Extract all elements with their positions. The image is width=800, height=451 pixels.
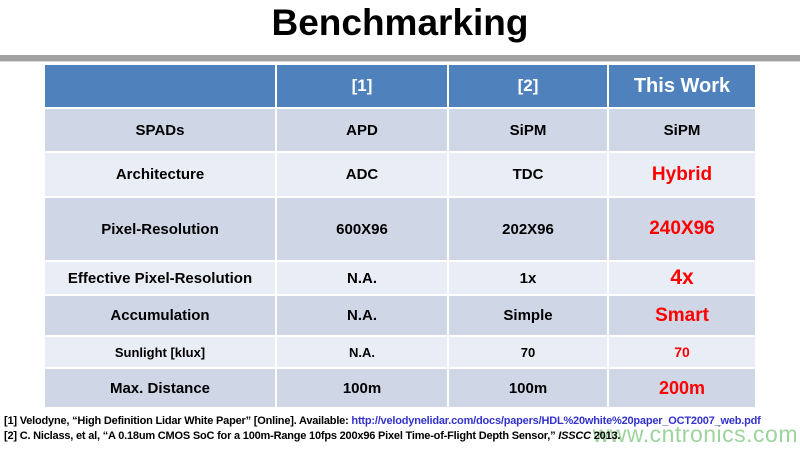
footnote-1: [1] Velodyne, “High Definition Lidar Whi… [4,414,798,429]
row-architecture-ref1: ADC [277,153,447,196]
row-architecture-label: Architecture [45,153,275,196]
row-pixel-resolution-ref2: 202X96 [449,198,607,260]
row-max-distance-this-work: 200m [609,369,755,407]
row-pixel-resolution-this-work: 240X96 [609,198,755,260]
row-effective-pixel-resolution-ref2: 1x [449,262,607,294]
footnote-1-link[interactable]: http://velodynelidar.com/docs/papers/HDL… [351,415,761,427]
footnote-2-text: [2] C. Niclass, et al, “A 0.18um CMOS So… [4,430,559,442]
row-sunlight-label: Sunlight [klux] [45,337,275,367]
row-sunlight-ref2: 70 [449,337,607,367]
row-pixel-resolution-label: Pixel-Resolution [45,198,275,260]
footnotes: [1] Velodyne, “High Definition Lidar Whi… [4,414,798,444]
footnote-2-conference: ISSCC [558,430,591,442]
row-max-distance-label: Max. Distance [45,369,275,407]
footnote-2: [2] C. Niclass, et al, “A 0.18um CMOS So… [4,429,798,444]
row-sunlight-ref1: N.A. [277,337,447,367]
row-effective-pixel-resolution-label: Effective Pixel-Resolution [45,262,275,294]
row-accumulation-this-work: Smart [609,296,755,335]
row-spads-this-work: SiPM [609,109,755,151]
row-spads-ref1: APD [277,109,447,151]
row-architecture-ref2: TDC [449,153,607,196]
row-architecture-this-work: Hybrid [609,153,755,196]
footnote-2-year: 2013. [590,430,621,442]
footnote-1-text: [1] Velodyne, “High Definition Lidar Whi… [4,415,352,427]
page-title: Benchmarking [271,2,529,43]
header-cell-ref1: [1] [277,65,447,107]
row-sunlight-this-work: 70 [609,337,755,367]
row-effective-pixel-resolution-this-work: 4x [609,262,755,294]
watermark-text: www.cntronics.com [592,421,798,447]
row-pixel-resolution-ref1: 600X96 [277,198,447,260]
row-spads-ref2: SiPM [449,109,607,151]
title-divider [0,55,800,62]
row-effective-pixel-resolution-ref1: N.A. [277,262,447,294]
row-max-distance-ref1: 100m [277,369,447,407]
row-accumulation-ref2: Simple [449,296,607,335]
header-cell-empty [45,65,275,107]
row-max-distance-ref2: 100m [449,369,607,407]
row-accumulation-ref1: N.A. [277,296,447,335]
header-cell-this-work: This Work [609,65,755,107]
header-cell-ref2: [2] [449,65,607,107]
row-accumulation-label: Accumulation [45,296,275,335]
row-spads-label: SPADs [45,109,275,151]
benchmark-table: [1] [2] This Work SPADs APD SiPM SiPM Ar… [45,65,755,407]
